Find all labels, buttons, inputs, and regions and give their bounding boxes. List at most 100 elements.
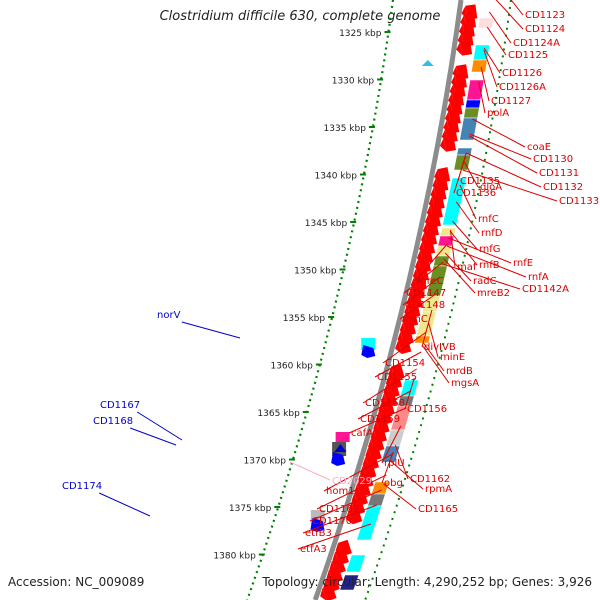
gene-label-rplU: rplU <box>381 425 405 469</box>
gene-label-CD1133: CD1133 <box>462 169 599 207</box>
gene-label-text: CD1133 <box>559 196 599 207</box>
leader-line <box>452 220 478 250</box>
gene-arrow-body <box>443 136 457 152</box>
gene-block <box>356 505 383 541</box>
gene-label-rpmA: rpmA <box>390 460 452 495</box>
gene-label-rnfB: rnfB <box>449 230 500 271</box>
leader-line <box>488 11 512 44</box>
gene-label-CD1130: CD1130 <box>469 133 573 165</box>
gene-arrow-body <box>460 40 473 56</box>
leader-line <box>453 155 467 194</box>
gene-label-text: CD1154 <box>385 358 425 369</box>
leader-line <box>449 230 478 266</box>
gene-label-text: CD1126 <box>502 68 542 79</box>
gene-label-polA: polA <box>478 81 509 119</box>
gene-label-text: rplU <box>384 458 405 469</box>
left-feature <box>331 452 346 466</box>
gene-label-CD1167: CD1167 <box>100 400 140 411</box>
gene-label-mgsA: mgsA <box>422 345 479 389</box>
gene-label-text: CD1123 <box>525 10 565 21</box>
gene-arrow-head <box>456 41 463 56</box>
gene-label-text: CD1125 <box>508 50 548 61</box>
tick-label: 1345 kbp <box>305 219 348 229</box>
gene-label-text: radC <box>473 276 497 287</box>
gene-label-text: CD1132 <box>543 182 583 193</box>
gene-label-text: CD1136 <box>456 188 496 199</box>
leader-line-pink <box>289 461 331 481</box>
gene-label-rnfG: rnfG <box>452 220 501 255</box>
leader-line <box>421 309 433 348</box>
leader-line <box>297 523 371 550</box>
tick-label: 1355 kbp <box>283 314 326 324</box>
gene-label-CD1156: CD1156 <box>404 377 447 415</box>
tick-label: 1370 kbp <box>244 457 287 467</box>
leader-line <box>381 425 402 464</box>
leader-line <box>444 252 472 282</box>
map-title: Clostridium difficile 630, complete geno… <box>159 9 441 24</box>
gene-label-text: maf <box>457 262 477 273</box>
gene-label-norV: norV <box>157 310 181 321</box>
leader-line <box>382 331 427 364</box>
gene-label-pink: CD2029 <box>332 476 372 487</box>
leader-line <box>323 453 393 492</box>
gene-label-text: rpmA <box>425 484 452 495</box>
gene-arrow <box>439 136 457 152</box>
leader-line <box>469 135 538 174</box>
gene-label-text: rnfD <box>481 228 503 239</box>
gene-label-text: polA <box>487 108 509 119</box>
tick-label: 1340 kbp <box>315 172 358 182</box>
leader-line <box>459 184 477 220</box>
gene-label-CD1148: CD1148 <box>402 276 445 311</box>
gene-block <box>367 493 386 507</box>
gene-block <box>345 554 367 573</box>
gene-label-CD1158: CD1158 <box>362 368 417 409</box>
gene-label-cafA: cafA <box>348 407 407 439</box>
leader-line <box>465 152 542 188</box>
gene-label-text: CD1131 <box>539 168 579 179</box>
gene-label-text: etfA3 <box>300 544 327 555</box>
gene-label-CD1168: CD1168 <box>93 416 133 427</box>
tick-label: 1350 kbp <box>294 267 337 277</box>
gene-label-text: CD1124A <box>513 38 560 49</box>
left-feature <box>335 432 350 442</box>
gene-label-mreC: mreC <box>414 243 448 287</box>
gene-label-minC: minC <box>399 293 437 325</box>
leader-line <box>309 489 382 522</box>
gene-block <box>470 59 488 73</box>
gene-label-CD1147: CD1147 <box>403 261 446 299</box>
leader-line <box>422 345 450 384</box>
left-feature <box>334 444 347 452</box>
leader-line <box>463 161 479 188</box>
gene-label-text: gloA <box>480 182 502 193</box>
leader-line <box>443 258 476 294</box>
gene-label-text: CD1148 <box>405 300 445 311</box>
gene-label-CD1124: CD1124 <box>495 0 565 35</box>
leader-line <box>442 263 521 290</box>
leader-line <box>483 47 501 74</box>
gene-label-gloA: gloA <box>463 161 502 193</box>
tick-label: 1375 kbp <box>229 504 272 514</box>
gene-label-CD1126: CD1126 <box>483 47 542 79</box>
gene-label-obg: obg <box>381 451 403 489</box>
leader-line <box>486 26 507 56</box>
leader-line <box>428 322 439 358</box>
leader-line <box>402 276 441 306</box>
gene-label-text: CD1165 <box>418 504 458 515</box>
gene-label-text: minC <box>402 314 428 325</box>
tick-label: 1325 kbp <box>339 29 382 39</box>
leader-line <box>302 504 378 534</box>
gene-label-text: CD1130 <box>533 154 573 165</box>
gene-label-divIVB: divIVB <box>421 309 456 353</box>
leader-line <box>483 49 498 88</box>
gene-label-text: CD1162 <box>410 474 450 485</box>
gene-label-mreB2: mreB2 <box>443 258 510 299</box>
gene-block <box>477 17 494 29</box>
leader-line <box>374 351 422 378</box>
gene-label-text: hom1 <box>326 486 355 497</box>
gene-label-text: obg <box>384 478 403 489</box>
leader-line-blue <box>181 321 241 339</box>
leader-line <box>362 368 417 404</box>
gene-label-text: CD1124 <box>525 24 565 35</box>
leader-line <box>399 293 437 320</box>
